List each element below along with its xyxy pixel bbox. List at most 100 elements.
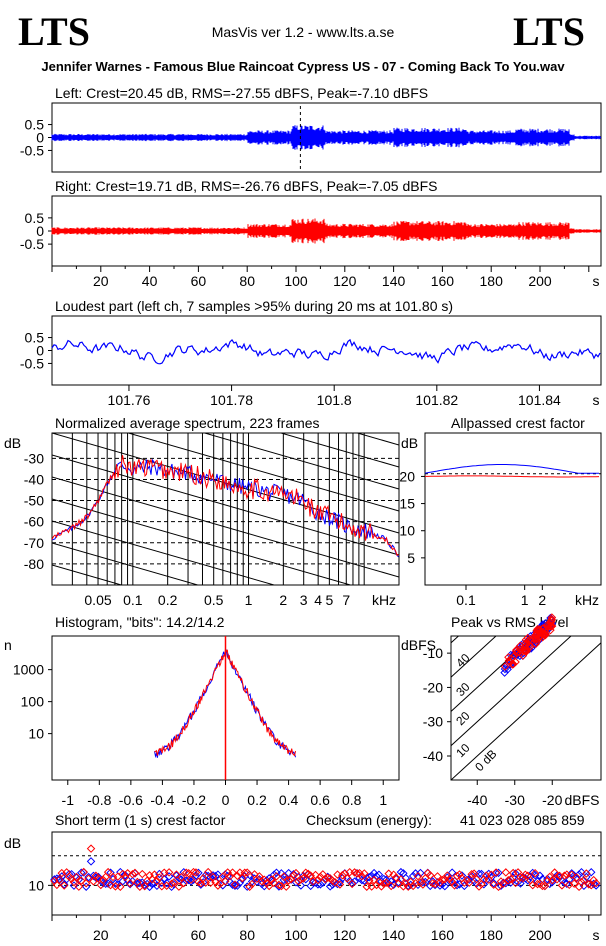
short-term-crest-left-point bbox=[591, 881, 601, 890]
loudest-part-xtick-label: 101.84 bbox=[518, 392, 561, 408]
avg-spectrum-ylabel: dB bbox=[4, 435, 21, 451]
short-term-crest-right-point bbox=[277, 881, 286, 891]
short-term-crest-right-point bbox=[423, 868, 433, 878]
peak-vs-rms-crest-line bbox=[451, 642, 601, 780]
short-term-crest-right-point bbox=[267, 875, 276, 884]
avg-spectrum-xtick-label: 0.5 bbox=[204, 592, 224, 608]
allpassed-crest-frame bbox=[424, 432, 602, 586]
short-term-crest-right-point bbox=[111, 882, 120, 891]
short-term-crest-right-point bbox=[103, 867, 113, 877]
lts-logo-left: LTS bbox=[18, 9, 90, 54]
short-term-crest-right-point bbox=[247, 879, 257, 889]
short-term-crest-right-point bbox=[299, 874, 308, 883]
short-term-crest-left-point bbox=[113, 880, 123, 889]
avg-spectrum-xtick-label: 1 bbox=[245, 592, 253, 608]
short-term-crest-xtick-label: 100 bbox=[284, 927, 308, 943]
short-term-crest-right-point bbox=[530, 868, 540, 878]
short-term-crest-xtick-label: 200 bbox=[528, 927, 552, 943]
short-term-crest-right-point bbox=[572, 873, 581, 882]
short-term-crest-left-point bbox=[125, 879, 135, 889]
peak-vs-rms-right-point bbox=[532, 637, 542, 646]
short-term-crest-right-point bbox=[360, 869, 369, 878]
avg-spectrum-ytick-label: -80 bbox=[24, 556, 44, 572]
avg-spectrum-ytick-label: -30 bbox=[24, 450, 44, 466]
short-term-crest-right-point bbox=[213, 881, 223, 890]
right-waveform-ytick-label: -0.5 bbox=[20, 236, 44, 252]
avg-spectrum-xunit: kHz bbox=[372, 592, 396, 608]
short-term-crest-xtick-label: 120 bbox=[333, 927, 357, 943]
short-term-crest-right-point bbox=[152, 876, 162, 886]
short-term-crest-right-point bbox=[506, 874, 515, 884]
peak-vs-rms-right-point bbox=[536, 627, 546, 637]
peak-vs-rms-xtick-label: -40 bbox=[467, 792, 487, 808]
short-term-crest-right-point bbox=[138, 869, 147, 879]
short-term-crest-right-point bbox=[386, 881, 396, 891]
loudest-part-signal bbox=[51, 338, 601, 365]
right-waveform-ytick-label: 0 bbox=[36, 223, 44, 239]
short-term-crest-right-point bbox=[538, 881, 547, 891]
avg-spectrum-ytick-label: -70 bbox=[24, 535, 44, 551]
short-term-crest-left-point bbox=[489, 878, 498, 888]
avg-spectrum-ytick-label: -40 bbox=[24, 471, 44, 487]
histogram-xtick-label: 1 bbox=[379, 792, 387, 808]
short-term-crest-right-point bbox=[455, 870, 464, 879]
short-term-crest-right-point bbox=[179, 878, 189, 888]
allpassed-crest-xtick-label: 0.1 bbox=[456, 592, 476, 608]
peak-vs-rms-crest-line bbox=[451, 636, 572, 747]
short-term-crest-right-point bbox=[347, 879, 357, 889]
short-term-crest-right-point bbox=[555, 871, 564, 881]
avg-spectrum-xtick-label: 3 bbox=[300, 592, 308, 608]
short-term-crest-right-point bbox=[445, 874, 454, 884]
peak-vs-rms-ylabel: dBFS bbox=[401, 637, 436, 653]
short-term-crest-right-point bbox=[435, 878, 445, 887]
loudest-part-xtick-label: 101.76 bbox=[108, 392, 151, 408]
short-term-crest-right-point bbox=[130, 868, 140, 878]
peak-vs-rms-right-point bbox=[520, 639, 530, 648]
short-term-crest-right-point bbox=[177, 872, 186, 882]
avg-spectrum-xtick-label: 0.2 bbox=[158, 592, 178, 608]
short-term-crest-right-point bbox=[74, 882, 84, 891]
right-waveform-xtick-label: 60 bbox=[191, 273, 207, 289]
short-term-crest-right-point bbox=[98, 875, 108, 885]
short-term-crest-right-point bbox=[135, 882, 145, 891]
peak-vs-rms-diag-label: 30 bbox=[453, 680, 473, 700]
short-term-crest-right-point bbox=[223, 868, 232, 877]
lts-logo-right: LTS bbox=[513, 9, 585, 54]
short-term-crest-right-point bbox=[496, 877, 506, 886]
short-term-crest-xunit: s bbox=[593, 927, 600, 943]
short-term-crest-right-point bbox=[462, 876, 472, 885]
short-term-crest-right-point bbox=[260, 875, 269, 884]
short-term-crest-xtick-label: 80 bbox=[239, 927, 255, 943]
short-term-crest-ylabel: dB bbox=[4, 835, 21, 851]
short-term-crest-right-point bbox=[240, 868, 250, 878]
short-term-crest-right-point bbox=[508, 868, 518, 878]
short-term-crest-right-point bbox=[191, 868, 201, 877]
peak-vs-rms-right-point bbox=[532, 634, 541, 644]
short-term-crest-left-point bbox=[230, 881, 240, 890]
left-waveform-ytick-label: -0.5 bbox=[20, 142, 44, 158]
short-term-crest-right-point bbox=[159, 868, 169, 877]
short-term-crest-left-point bbox=[277, 869, 286, 878]
allpassed-crest-xunit: kHz bbox=[575, 592, 599, 608]
peak-vs-rms-ytick-label: -10 bbox=[423, 645, 443, 661]
short-term-crest-right-point bbox=[140, 881, 149, 891]
short-term-crest-right-point bbox=[408, 881, 418, 891]
short-term-crest-left-point bbox=[416, 868, 425, 878]
short-term-crest-right-point bbox=[59, 881, 69, 890]
allpassed-crest-xtick-label: 1 bbox=[521, 592, 529, 608]
short-term-crest-right-point bbox=[433, 872, 442, 881]
short-term-crest-right-point bbox=[399, 882, 408, 891]
short-term-crest-right-point bbox=[491, 868, 501, 877]
short-term-crest-right-point bbox=[389, 870, 398, 879]
loudest-part-title: Loudest part (left ch, 7 samples >95% du… bbox=[55, 298, 453, 314]
histogram-xtick-label: 0 bbox=[222, 792, 230, 808]
short-term-crest-right-point bbox=[582, 869, 591, 878]
avg-spectrum-xtick-label: 0.05 bbox=[84, 592, 111, 608]
short-term-crest-right-point bbox=[569, 879, 579, 888]
histogram-xtick-label: -0.2 bbox=[182, 792, 206, 808]
short-term-crest-right-point bbox=[540, 881, 550, 891]
avg-spectrum-slope-line bbox=[52, 498, 353, 585]
right-waveform-xtick-label: 20 bbox=[93, 273, 109, 289]
short-term-crest-right-point bbox=[220, 877, 230, 886]
histogram-xtick-label: -0.4 bbox=[150, 792, 174, 808]
